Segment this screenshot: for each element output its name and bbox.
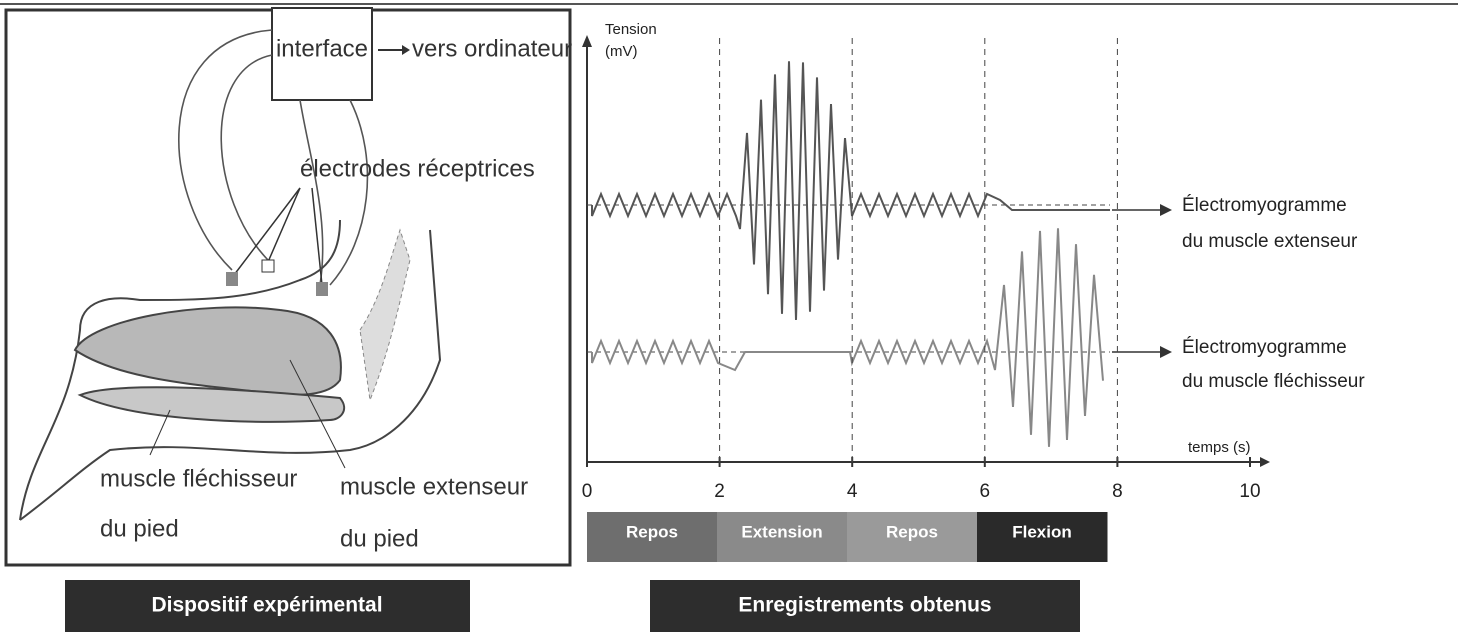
- arrow-head: [582, 35, 592, 47]
- flexor-label: du pied: [100, 515, 179, 542]
- x-axis-label: temps (s): [1188, 439, 1251, 456]
- figure: interface vers ordinateur électrodes réc…: [0, 0, 1458, 642]
- caption: Enregistrements obtenus: [738, 594, 991, 617]
- recordings-panel: Tension (mV) temps (s) Électromyogramme …: [582, 21, 1366, 562]
- x-tick-label: 8: [1112, 481, 1123, 502]
- y-axis-label: (mV): [605, 43, 638, 60]
- x-tick-label: 4: [847, 481, 858, 502]
- trace-label: Électromyogramme: [1182, 195, 1347, 216]
- phase-label: Extension: [741, 522, 822, 541]
- extensor-label: muscle extenseur: [340, 473, 528, 500]
- electrodes-label: électrodes réceptrices: [300, 155, 535, 182]
- phase-label: Repos: [626, 522, 678, 541]
- phase-label: Repos: [886, 522, 938, 541]
- flexor-emg: [592, 228, 1103, 447]
- trace-label: du muscle extenseur: [1182, 231, 1358, 252]
- x-tick-label: 0: [582, 481, 593, 502]
- arrow-head: [1160, 346, 1172, 358]
- electrode: [262, 260, 274, 272]
- caption: Dispositif expérimental: [151, 594, 382, 617]
- phase-label: Flexion: [1012, 522, 1072, 541]
- extensor-emg: [592, 61, 1110, 320]
- arrow-head: [1260, 457, 1270, 467]
- x-tick-label: 6: [980, 481, 991, 502]
- trace-label: du muscle fléchisseur: [1182, 371, 1365, 392]
- arrow-head: [1160, 204, 1172, 216]
- flexor-label: muscle fléchisseur: [100, 465, 297, 492]
- output-label: vers ordinateur: [412, 35, 572, 62]
- setup-panel: interface vers ordinateur électrodes réc…: [6, 8, 572, 565]
- electrode: [226, 272, 238, 286]
- x-tick-label: 2: [714, 481, 725, 502]
- trace-label: Électromyogramme: [1182, 337, 1347, 358]
- x-tick-label: 10: [1239, 481, 1260, 502]
- extensor-label: du pied: [340, 525, 419, 552]
- electrode: [316, 282, 328, 296]
- y-axis-label: Tension: [605, 21, 657, 38]
- interface-label: interface: [276, 35, 368, 62]
